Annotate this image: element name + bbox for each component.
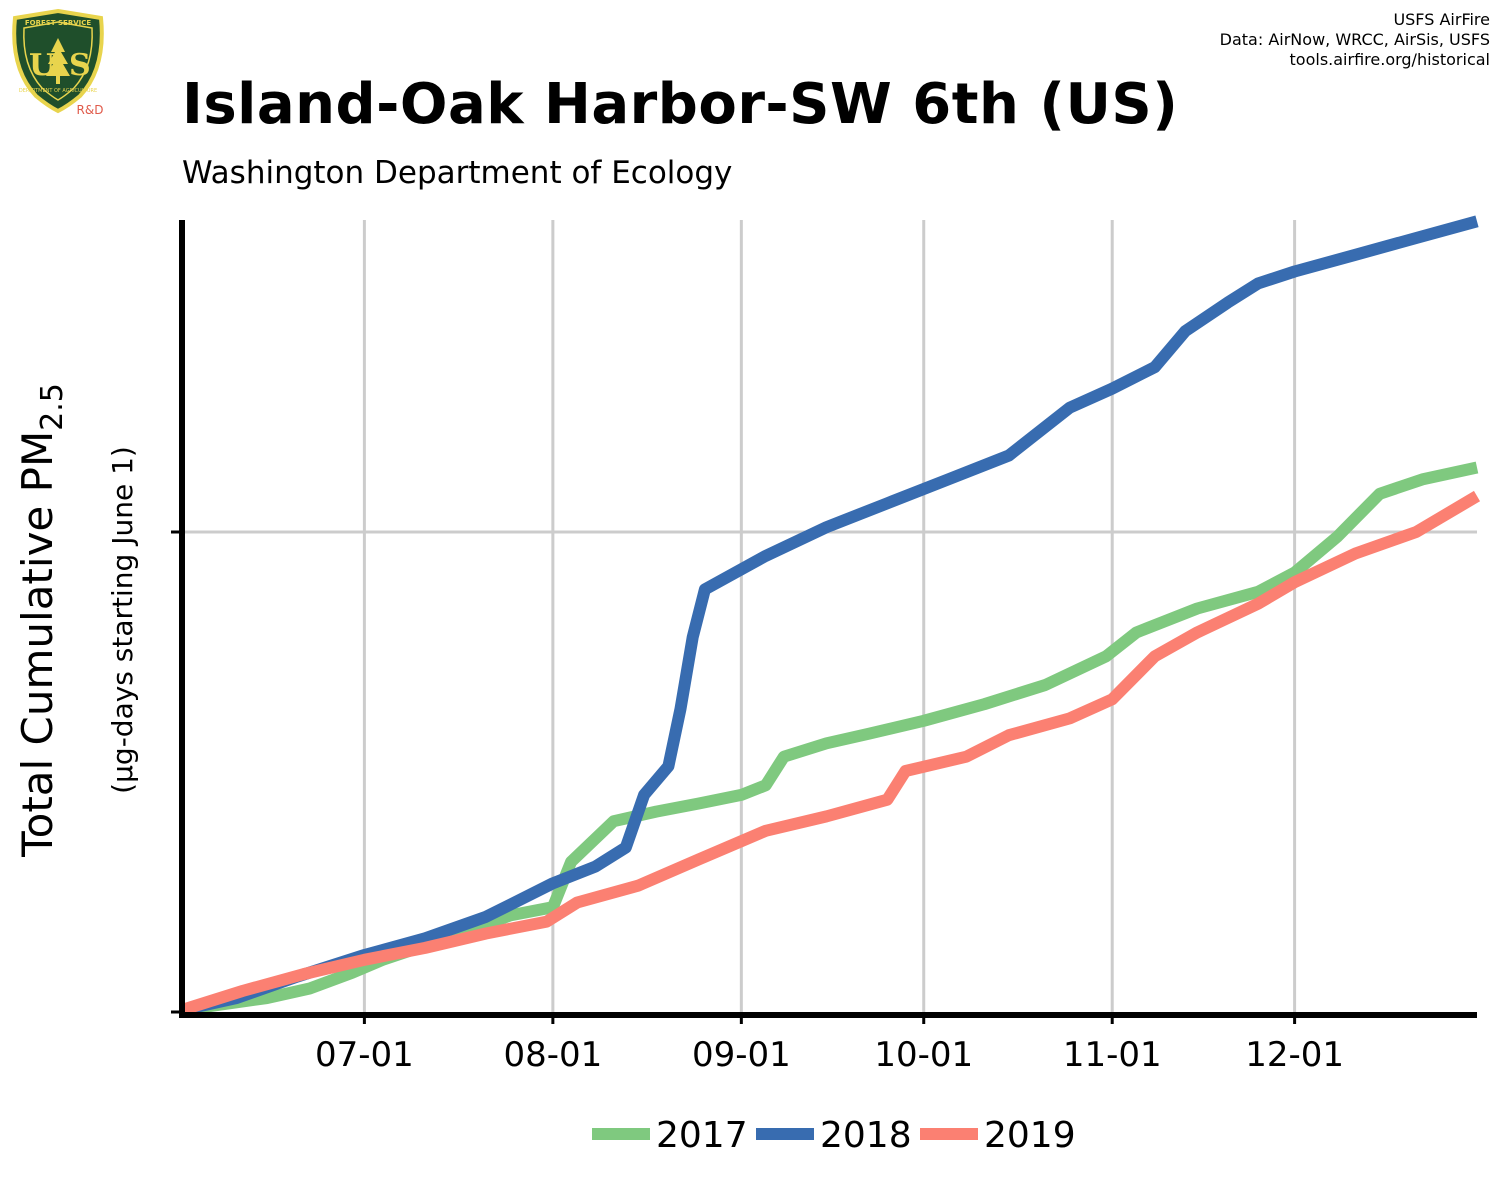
svg-text:R&D: R&D [77, 103, 104, 117]
credits-line-1: USFS AirFire [1393, 10, 1490, 29]
y-axis-sublabel: (µg-days starting June 1) [106, 446, 139, 794]
series-lines [180, 215, 1481, 1016]
svg-text:FOREST SERVICE: FOREST SERVICE [25, 19, 92, 27]
y-axis-ticks [171, 530, 182, 1014]
axes [179, 220, 1477, 1018]
legend-label-2018: 2018 [820, 1115, 912, 1156]
x-axis-ticks: 07-01 08-01 09-01 10-01 11-01 12-01 [315, 1015, 1344, 1075]
logo-letter-u: U [29, 48, 55, 83]
chart-subtitle: Washington Department of Ecology [182, 155, 733, 191]
chart-title: Island-Oak Harbor-SW 6th (US) [182, 72, 1179, 137]
usfs-shield-icon: FOREST SERVICE U S DEPARTMENT OF AGRICUL… [8, 8, 108, 118]
credits: USFS AirFire Data: AirNow, WRCC, AirSis,… [1220, 10, 1490, 70]
series-line-2017 [181, 461, 1479, 1016]
series-line-2019 [180, 490, 1481, 1016]
credits-line-2: Data: AirNow, WRCC, AirSis, USFS [1219, 30, 1490, 49]
x-tick-label: 08-01 [503, 1035, 602, 1075]
x-tick-label: 12-01 [1245, 1035, 1344, 1075]
logo-letter-s: S [69, 48, 91, 83]
x-tick-label: 07-01 [315, 1035, 414, 1075]
grid-lines [182, 220, 1477, 1012]
x-tick-label: 09-01 [692, 1035, 791, 1075]
x-tick-label: 11-01 [1063, 1035, 1162, 1075]
legend-label-2019: 2019 [984, 1115, 1076, 1156]
legend-label-2017: 2017 [656, 1115, 748, 1156]
series-line-2018 [180, 215, 1479, 1016]
legend: 2017 2018 2019 [592, 1115, 1076, 1156]
x-tick-label: 10-01 [874, 1035, 973, 1075]
y-axis-label: Total Cumulative PM2.5 [13, 383, 70, 858]
svg-text:DEPARTMENT OF AGRICULTURE: DEPARTMENT OF AGRICULTURE [19, 88, 97, 94]
credits-line-3: tools.airfire.org/historical [1289, 50, 1490, 69]
